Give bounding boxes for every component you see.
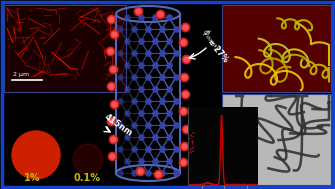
Bar (4, 5, 126, 92)
Circle shape (12, 131, 60, 179)
Text: $^5D_0$$\!\rightarrow\!$$^7F_2$: $^5D_0$$\!\rightarrow\!$$^7F_2$ (189, 130, 199, 154)
Text: 415nm: 415nm (102, 112, 134, 138)
Text: 1%: 1% (24, 173, 41, 183)
Text: 0.1%: 0.1% (74, 173, 101, 183)
Text: $\phi_{overall}$: $\phi_{overall}$ (199, 25, 225, 53)
Circle shape (75, 146, 101, 172)
Bar (222, 94, 331, 185)
Text: = 27%: = 27% (206, 38, 230, 64)
Text: 2 μm: 2 μm (13, 72, 29, 77)
Bar (222, 5, 331, 92)
Circle shape (73, 144, 103, 174)
